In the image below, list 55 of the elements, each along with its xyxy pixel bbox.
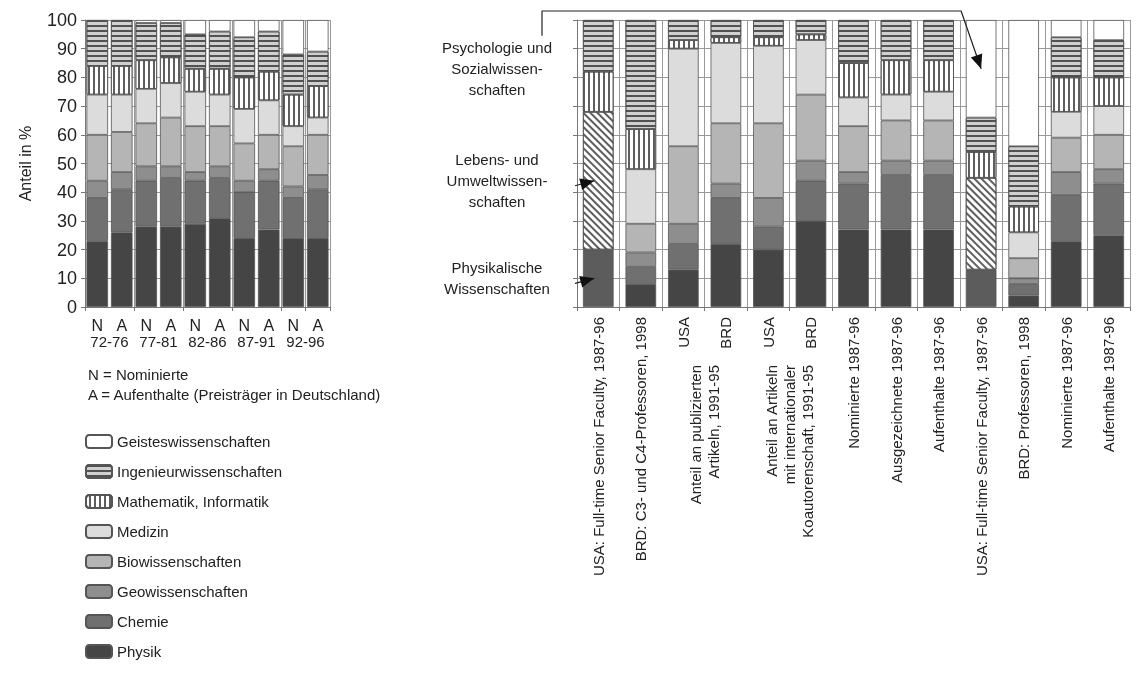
legend-label: Ingenieurwissenschaften	[117, 463, 283, 480]
text: Lebens- und Umweltwissen- schaften	[446, 150, 548, 210]
x-tick-label: USA	[674, 317, 692, 348]
text: A = Aufenthalte (Preisträger in Deutschland)	[88, 386, 381, 403]
y-tick-label: 10	[56, 268, 77, 289]
x-tick-label: A	[165, 316, 177, 334]
y-tick-label: 90	[56, 38, 77, 59]
y-tick-label: 30	[56, 210, 77, 231]
x-tick-label: USA: Full-time Senior Faculty, 1987-96	[589, 317, 607, 576]
x-tick-label: A	[263, 316, 275, 334]
legend-label: Mathematik, Informatik	[117, 493, 270, 510]
text: Anteil an publizierten Artikeln, 1991-95	[686, 365, 722, 505]
x-tick-label: USA	[759, 317, 777, 348]
y-tick-label: 40	[56, 182, 77, 203]
x-tick-label: Aufenthalte 1987-96	[1100, 317, 1118, 453]
x-tick-label: Nominierte 1987-96	[845, 317, 862, 449]
legend-label: Biowissenschaften	[117, 553, 242, 570]
text: Anteil an Artikeln mit internationaler Koautorenschaft, 1991-95	[762, 365, 816, 538]
x-tick-label: BRD	[717, 316, 735, 349]
x-tick-label: BRD: Professoren, 1998	[1015, 317, 1033, 480]
y-tick-label: 0	[66, 297, 77, 317]
text: Psychologie und Sozialwissen- schaften	[441, 38, 553, 98]
x-tick-label: Nominierte 1987-96	[1057, 317, 1075, 449]
x-tick-label: N	[238, 316, 251, 334]
x-tick-label: N	[91, 316, 104, 334]
x-tick-label: USA: Full-time Senior Faculty, 1987-96	[972, 317, 990, 576]
text: 92-96	[286, 333, 325, 350]
text: 87-91	[237, 333, 276, 350]
x-tick-label: BRD: C3- und C4-Professoren, 1998	[632, 317, 650, 562]
legend-label: Geisteswissenschaften	[117, 433, 271, 450]
text: 82-86	[188, 333, 227, 350]
y-axis-title: Anteil in %	[16, 125, 34, 202]
y-tick-label: 100	[46, 10, 77, 30]
text: Physikalische Wissenschaften	[444, 258, 550, 297]
y-tick-label: 20	[56, 239, 77, 260]
legend-label: Medizin	[117, 523, 169, 540]
legend-label: Geowissenschaften	[117, 583, 248, 600]
text: 77-81	[139, 333, 178, 350]
x-tick-label: A	[214, 316, 226, 334]
x-tick-label: Ausgezeichnete 1987-96	[887, 317, 905, 483]
x-tick-label: Aufenthalte 1987-96	[930, 317, 948, 453]
x-tick-label: A	[312, 316, 324, 334]
text: N = Nominierte	[88, 366, 189, 383]
x-tick-label: N	[189, 316, 202, 334]
x-tick-label: A	[116, 316, 128, 334]
x-tick-label: BRD	[802, 316, 820, 349]
x-tick-label: N	[140, 316, 153, 334]
text: 72-76	[90, 333, 129, 350]
y-tick-label: 60	[56, 124, 77, 145]
y-tick-label: 80	[56, 67, 77, 88]
legend-label: Chemie	[117, 613, 169, 630]
x-tick-label: N	[287, 316, 300, 334]
y-tick-label: 50	[56, 153, 77, 174]
y-tick-label: 70	[56, 96, 77, 117]
legend-label: Physik	[117, 643, 162, 660]
